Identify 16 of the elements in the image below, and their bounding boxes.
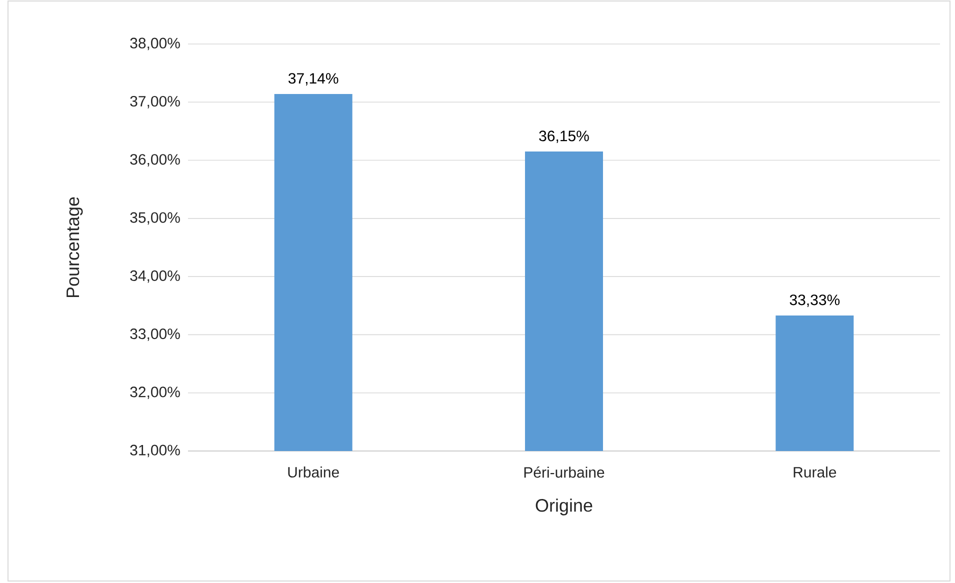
x-axis-title: Origine: [536, 498, 592, 516]
y-tick-label: 35,00%: [130, 212, 180, 225]
y-tick-label: 36,00%: [130, 154, 180, 166]
y-tick-label: 34,00%: [130, 270, 180, 283]
y-tick-label: 38,00%: [130, 38, 180, 50]
data-label: 36,15%: [539, 130, 589, 144]
y-axis-title: Pourcentage: [66, 197, 83, 298]
y-tick-label: 32,00%: [130, 386, 180, 400]
data-label: 37,14%: [288, 73, 338, 86]
y-tick-label: 37,00%: [130, 96, 180, 108]
x-tick-label: Péri-urbaine: [524, 466, 604, 478]
x-tick-label: Rurale: [794, 466, 836, 478]
y-tick-label: 33,00%: [130, 328, 180, 341]
data-label: 33,33%: [790, 294, 840, 307]
y-tick-label: 31,00%: [130, 444, 180, 458]
x-tick-label: Urbaine: [288, 466, 339, 478]
